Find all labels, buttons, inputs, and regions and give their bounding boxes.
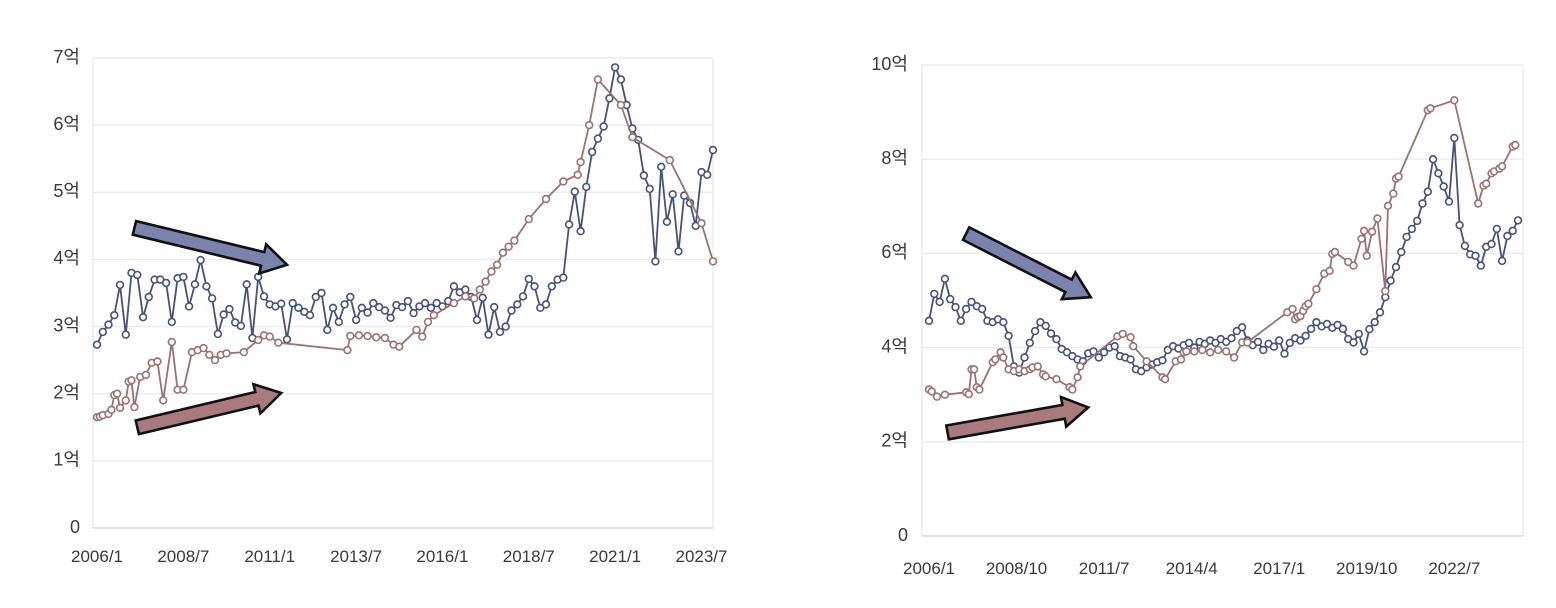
left-chart-red-trend-arrow: [134, 382, 284, 436]
y-tick-label: 2억: [881, 431, 908, 451]
y-tick-label: 8억: [881, 148, 908, 168]
right-chart-blue-trend-arrow: [961, 225, 1094, 301]
gridlines: [92, 57, 714, 529]
y-tick-label: 6억: [53, 114, 80, 134]
right-chart: 10억 8억 6억 4억 2억 0 2006/1 2008/10 2011/7 2014/4 201…: [871, 54, 1524, 578]
x-tick-label: 2016/1: [416, 547, 468, 566]
x-tick-label: 2008/10: [986, 559, 1047, 578]
left-chart-blue-trend-arrow: [131, 219, 290, 276]
y-tick-label: 10억: [871, 54, 908, 74]
x-tick-label: 2006/1: [71, 547, 123, 566]
x-tick-label: 2011/7: [1079, 559, 1130, 578]
x-tick-label: 2021/1: [589, 547, 641, 566]
y-tick-label: 6억: [881, 242, 908, 262]
y-tick-label: 7억: [53, 47, 80, 67]
right-chart-blue-series: [924, 133, 1523, 377]
y-axis-tick-labels: 7억 6억 5억 4억 3억 2억 1억 0: [53, 47, 80, 537]
y-tick-label: 0: [70, 517, 80, 537]
y-tick-label: 0: [898, 525, 908, 545]
y-tick-label: 2억: [53, 382, 80, 402]
x-tick-label: 2023/7: [675, 547, 727, 566]
x-tick-label: 2011/1: [244, 547, 295, 566]
gridlines: [921, 64, 1524, 537]
right-chart-red-series: [924, 96, 1520, 401]
y-tick-label: 3억: [53, 315, 80, 335]
y-tick-label: 4억: [881, 336, 908, 356]
y-tick-label: 5억: [53, 181, 80, 201]
x-tick-label: 2006/1: [903, 559, 955, 578]
x-tick-label: 2018/7: [503, 547, 555, 566]
x-tick-label: 2013/7: [330, 547, 382, 566]
x-tick-label: 2022/7: [1428, 559, 1480, 578]
x-tick-label: 2014/4: [1166, 559, 1218, 578]
x-tick-label: 2008/7: [157, 547, 209, 566]
left-chart-red-series: [92, 75, 718, 422]
x-tick-label: 2019/10: [1336, 559, 1397, 578]
left-chart-blue-series: [92, 63, 718, 349]
y-tick-label: 4억: [53, 248, 80, 268]
x-tick-label: 2017/1: [1253, 559, 1305, 578]
y-axis-tick-labels: 10억 8억 6억 4억 2억 0: [871, 54, 908, 545]
y-tick-label: 1억: [53, 450, 80, 470]
x-axis-tick-labels: 2006/1 2008/10 2011/7 2014/4 2017/1 2019/10 20…: [903, 559, 1480, 578]
right-chart-red-trend-arrow: [944, 394, 1091, 441]
x-axis-tick-labels: 2006/1 2008/7 2011/1 2013/7 2016/1 2018/7 2021…: [71, 547, 727, 566]
